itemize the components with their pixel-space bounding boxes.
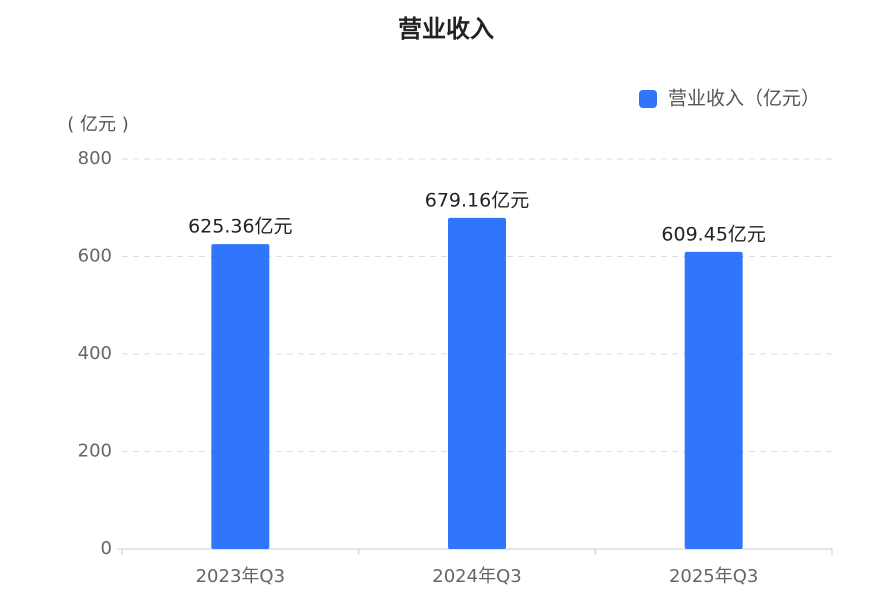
- y-tick-label: 200: [78, 441, 112, 462]
- chart-title: 营业收入: [398, 15, 494, 43]
- x-tick-label: 2025年Q3: [669, 566, 758, 587]
- legend-label: 营业收入（亿元）: [668, 88, 820, 110]
- y-tick-label: 600: [78, 246, 112, 267]
- y-axis-label: ( 亿元 ): [67, 114, 129, 135]
- value-label: 625.36亿元: [188, 216, 292, 238]
- legend-swatch: [639, 90, 657, 108]
- y-tick-label: 0: [101, 538, 112, 559]
- y-tick-label: 800: [78, 148, 112, 169]
- value-label: 609.45亿元: [661, 223, 765, 245]
- x-tick-label: 2024年Q3: [432, 566, 521, 587]
- bar: [684, 251, 743, 549]
- x-tick-label: 2023年Q3: [196, 566, 285, 587]
- y-tick-label: 400: [78, 343, 112, 364]
- value-label: 679.16亿元: [425, 189, 529, 211]
- bar: [448, 217, 506, 550]
- bar: [211, 244, 270, 549]
